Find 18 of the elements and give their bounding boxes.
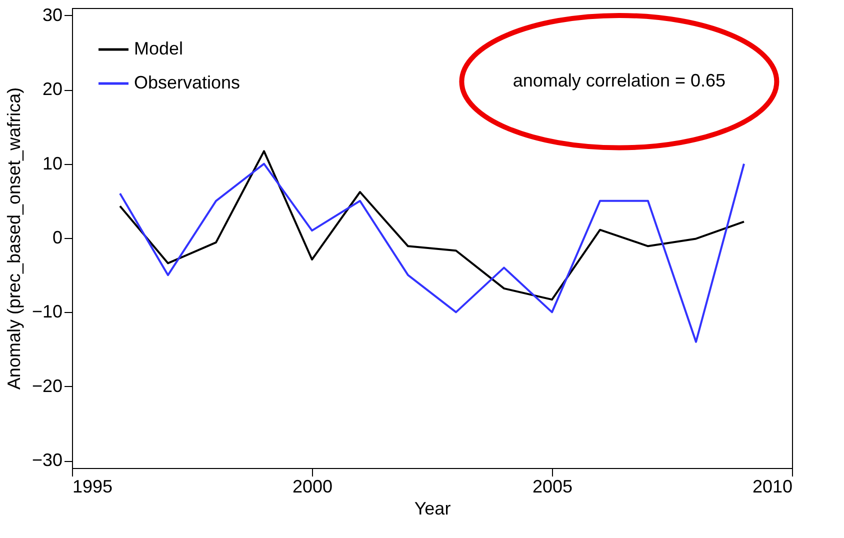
y-tick-label: 10 (42, 153, 62, 174)
x-tick-label: 1995 (72, 476, 113, 496)
x-tick-label: 2000 (292, 476, 333, 496)
legend-label: Observations (134, 72, 240, 92)
y-tick-label: −20 (32, 376, 62, 396)
x-tick-label: 2010 (752, 476, 792, 496)
y-tick-label: 20 (42, 79, 62, 100)
y-tick-label: −30 (32, 450, 62, 470)
x-tick-label: 2005 (532, 476, 573, 496)
y-tick-label: −10 (32, 302, 62, 322)
y-tick-label: 0 (52, 228, 62, 248)
x-axis-title: Year (414, 498, 451, 518)
y-axis-title: Anomaly (prec_based_onset_wafrica) (4, 87, 24, 390)
y-tick-label: 30 (42, 4, 62, 25)
line-series (119, 150, 745, 301)
annotation: anomaly correlation = 0.65 (512, 70, 726, 91)
line-series (119, 162, 745, 343)
legend-label: Model (134, 38, 184, 58)
